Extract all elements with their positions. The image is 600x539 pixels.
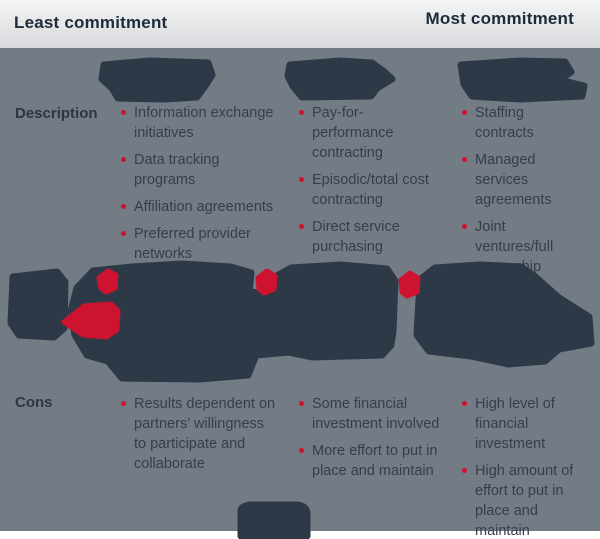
list-item-line: Data tracking [134,152,220,168]
list-item: Affiliation agreements [121,197,303,217]
list-item-line: maintain [475,523,530,539]
list-item-line: programs [134,172,196,188]
description-row-label: Description [15,105,98,122]
list-item: Staffing contracts [462,103,590,143]
list-item-line: Preferred provider [134,226,251,242]
most-commitment-label: Most commitment [425,9,574,28]
list-item-line: contracts [475,125,534,141]
list-item-line: collaborate [134,456,205,472]
list-item-line: High level of [475,396,555,412]
list-item-line: Information exchange [134,105,274,121]
list-item: Joint ventures/full ownership [462,217,590,277]
list-item-line: ventures/full [475,239,554,255]
list-item-line: to participate and [134,436,246,452]
bullet-icon [121,110,126,115]
bullet-icon [121,231,126,236]
list-item-line: purchasing [312,239,383,255]
bullet-icon [121,157,126,162]
list-item-line: investment [475,436,546,452]
bullet-icon [462,401,467,406]
list-item: More effort to put in place and maintain [299,441,477,481]
bullet-icon [299,224,304,229]
list-item: Preferred provider networks [121,224,303,264]
cons-col2: Some financial investment involved More … [299,394,477,488]
list-item: High amount of effort to put in place an… [462,461,592,539]
bullet-icon [462,468,467,473]
list-item-line: Affiliation agreements [134,199,274,215]
commitment-banner: Least commitment Most commitment [0,0,600,48]
list-item-line: partners’ willingness [134,416,265,432]
list-item-line: Staffing [475,105,524,121]
cons-col1: Results dependent on partners’ willingne… [121,394,309,481]
list-item-line: financial [475,416,529,432]
description-col3: Staffing contracts Managed services agre… [462,103,590,284]
list-item: High level of financial investment [462,394,592,454]
bullet-icon [462,157,467,162]
list-item-line: effort to put in [475,483,564,499]
list-item-line: investment involved [312,416,440,432]
list-item-line: More effort to put in [312,443,438,459]
list-item: Results dependent on partners’ willingne… [121,394,309,474]
list-item: Direct service purchasing [299,217,467,257]
least-commitment-label: Least commitment [14,13,168,32]
bullet-icon [462,110,467,115]
list-item-line: Direct service [312,219,400,235]
list-item-line: performance [312,125,394,141]
list-item-line: place and [475,503,538,519]
cons-col3: High level of financial investment High … [462,394,592,539]
list-item-line: place and maintain [312,463,434,479]
list-item-line: services [475,172,529,188]
list-item: Pay-for- performance contracting [299,103,467,163]
list-item-line: Some financial [312,396,408,412]
description-col2: Pay-for- performance contracting Episodi… [299,103,467,264]
list-item-line: High amount of [475,463,574,479]
bullet-icon [121,204,126,209]
list-item-line: Episodic/total cost [312,172,429,188]
description-col1: Information exchange initiatives Data tr… [121,103,303,271]
list-item: Managed services agreements [462,150,590,210]
list-item-line: contracting [312,192,383,208]
list-item-line: contracting [312,145,383,161]
list-item-line: Managed [475,152,536,168]
bullet-icon [462,224,467,229]
list-item-line: ownership [475,259,542,275]
bullet-icon [299,110,304,115]
bullet-icon [299,448,304,453]
list-item: Information exchange initiatives [121,103,303,143]
list-item-line: networks [134,246,193,262]
list-item-line: Pay-for- [312,105,364,121]
list-item-line: Joint [475,219,506,235]
bullet-icon [121,401,126,406]
cons-row-label: Cons [15,394,53,411]
list-item: Episodic/total cost contracting [299,170,467,210]
bullet-icon [299,177,304,182]
list-item-line: initiatives [134,125,194,141]
list-item: Data tracking programs [121,150,303,190]
bullet-icon [299,401,304,406]
list-item: Some financial investment involved [299,394,477,434]
list-item-line: agreements [475,192,552,208]
list-item-line: Results dependent on [134,396,276,412]
